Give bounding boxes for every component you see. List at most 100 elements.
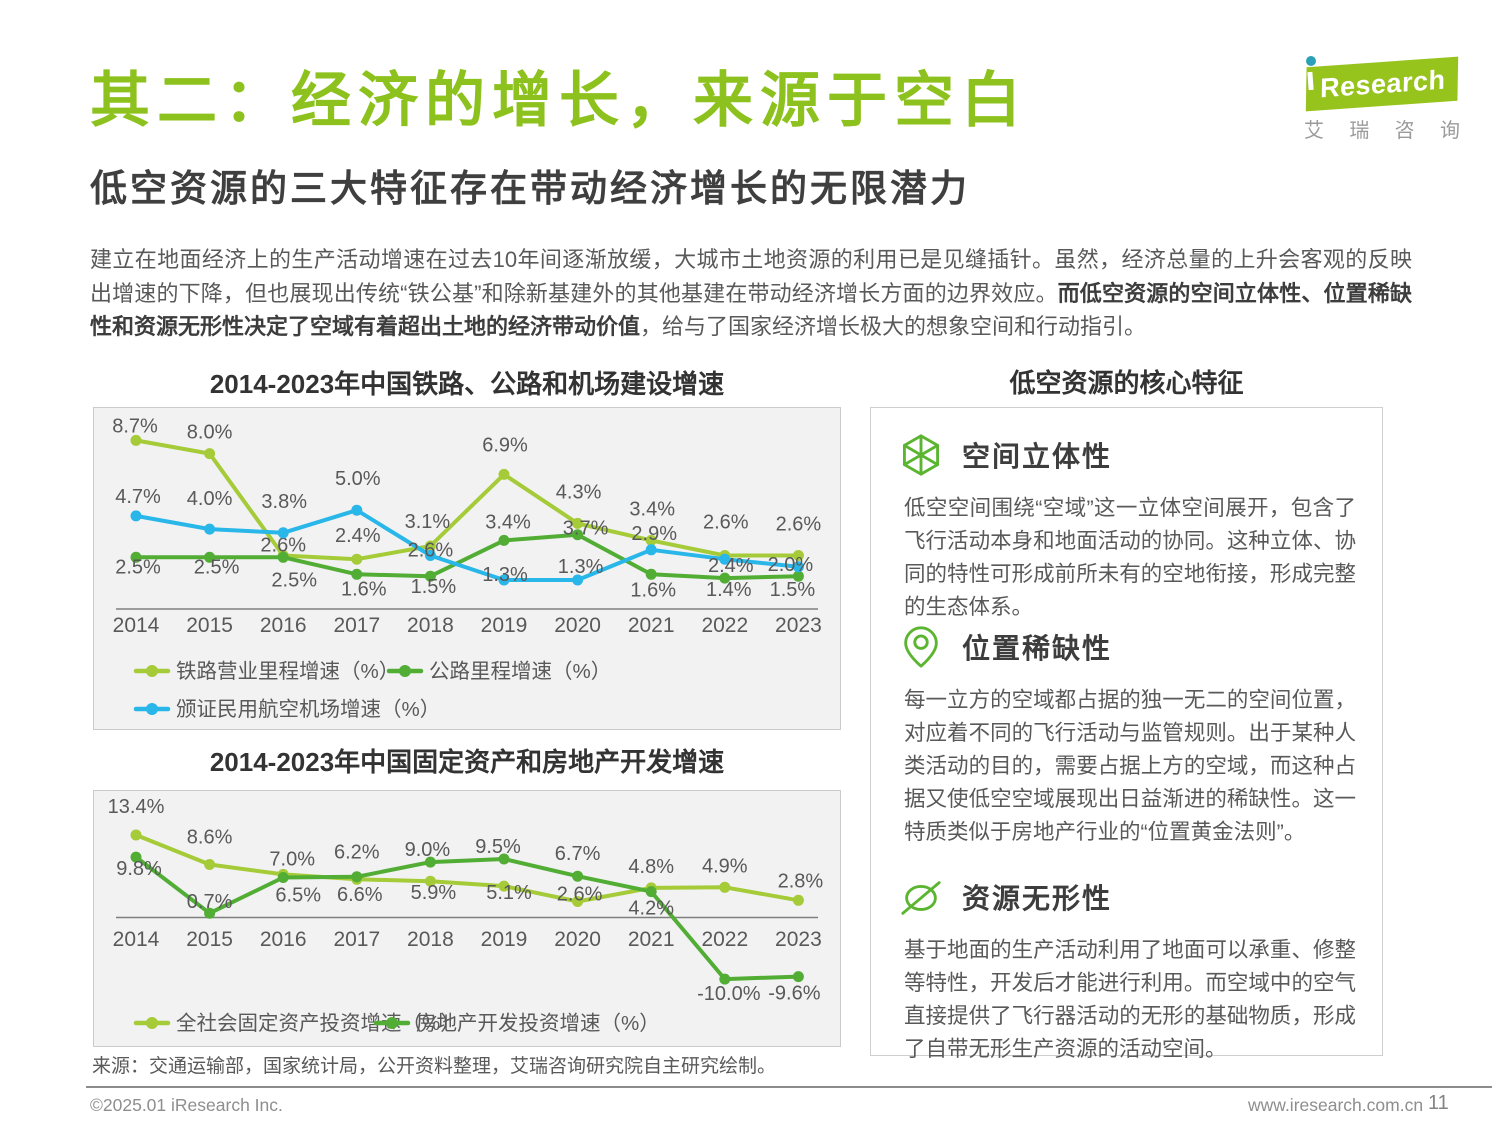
data-point [572, 870, 584, 882]
data-point [204, 448, 216, 460]
data-label: 2.5% [271, 569, 317, 591]
data-point [572, 574, 584, 586]
data-point [130, 434, 142, 446]
data-label: 1.3% [558, 556, 604, 578]
data-point [572, 517, 584, 529]
data-point [277, 872, 289, 883]
data-label: 3.8% [261, 491, 307, 513]
data-label: 4.3% [556, 481, 602, 503]
feature-spatial-header: 空间立体性 [898, 432, 1360, 478]
feature-scarcity-heading: 位置稀缺性 [962, 633, 1113, 664]
data-point [277, 527, 289, 539]
data-label: 2.5% [115, 556, 161, 578]
legend-marker-dot [146, 665, 158, 677]
feature-spatial-body: 低空空间围绕“空域”这一立体空间展开，包含了飞行活动本身和地面活动的协同。这种立… [904, 496, 1356, 619]
data-label: 2.6% [408, 540, 454, 562]
data-point [792, 550, 804, 561]
data-label: 1.6% [630, 579, 676, 601]
invisible-icon [901, 881, 941, 915]
source-note: 来源：交通运输部，国家统计局，公开资料整理，艾瑞咨询研究院自主研究绘制。 [92, 1056, 777, 1077]
legend-label: 铁路营业里程增速（%） [176, 660, 399, 683]
x-tick-label: 2020 [554, 928, 601, 951]
data-label: 4.7% [115, 486, 161, 508]
x-tick-label: 2017 [333, 928, 380, 951]
data-point [130, 851, 142, 863]
data-label: 1.3% [482, 564, 528, 586]
data-label: -10.0% [697, 983, 761, 1005]
data-point [498, 574, 510, 586]
footer-website: www.iresearch.com.cn [1248, 1095, 1424, 1115]
legend-label: 房地产开发投资增速（%） [416, 1012, 660, 1035]
x-tick-label: 2019 [481, 928, 528, 951]
logo-banner: Research [1305, 56, 1459, 112]
data-label: 4.9% [702, 855, 748, 877]
data-label: 8.0% [187, 422, 233, 444]
data-point [645, 544, 657, 556]
series-line [134, 833, 801, 904]
data-label: 7.0% [269, 848, 315, 870]
data-point [351, 504, 363, 516]
data-point [424, 550, 436, 561]
logo-cn-char: 询 [1439, 120, 1460, 142]
feature-intangible-body: 基于地面的生产活动利用了地面可以承重、修整等特性，开发后才能进行利用。而空域中的… [904, 938, 1356, 1061]
data-label: 6.2% [334, 841, 380, 863]
data-label: 4.0% [187, 488, 233, 510]
data-point [130, 829, 142, 841]
data-point [645, 886, 657, 898]
chart1-panel: 2014 2015 2016 2017 2018 2019 2020 2021 2022 2023… [93, 407, 841, 730]
feature-spatial: 空间立体性 低空空间围绕“空域”这一立体空间展开，包含了飞行活动本身和地面活动的… [898, 432, 1360, 624]
x-tick-label: 2018 [407, 614, 454, 637]
logo-cn-char: 艾 [1304, 120, 1324, 142]
data-point [572, 896, 584, 907]
legend-marker-dot [146, 1017, 158, 1029]
data-point [351, 553, 363, 565]
data-label: 1.5% [770, 579, 816, 601]
data-point [204, 551, 216, 563]
data-label: 2.6% [703, 512, 749, 534]
x-tick-label: 2016 [260, 928, 307, 951]
x-tick-label: 2021 [628, 928, 675, 951]
feature-scarcity: 位置稀缺性 每一立方的空域都占据的独一无二的空间位置，对应着不同的飞行活动与监管… [898, 624, 1360, 849]
x-tick-label: 2020 [554, 614, 601, 637]
x-tick-label: 2023 [775, 928, 822, 951]
chart2-title: 2014-2023年中国固定资产和房地产开发增速 [209, 747, 725, 777]
data-label: 2.9% [631, 523, 677, 545]
data-label: 6.5% [275, 885, 321, 907]
data-label: 6.7% [555, 843, 601, 865]
data-label: 5.1% [486, 882, 532, 904]
data-label: 2.4% [335, 525, 381, 547]
legend-marker-dot [399, 665, 411, 677]
series-line [134, 438, 801, 562]
logo-i-dot [1306, 56, 1316, 66]
data-point [792, 570, 804, 582]
data-point [498, 853, 510, 865]
data-label: 1.6% [341, 578, 387, 600]
data-label: 8.7% [112, 415, 158, 437]
data-label: 3.1% [405, 511, 451, 533]
legend-label: 公路里程增速（%） [429, 660, 611, 683]
data-point [424, 856, 436, 868]
x-tick-label: 2017 [333, 614, 380, 637]
series-line [134, 532, 801, 581]
data-label: 3.4% [629, 498, 675, 520]
data-point [792, 971, 804, 983]
chart2-panel: 2014 2015 2016 2017 2018 2019 2020 2021 2022 2023… [93, 790, 841, 1047]
x-tick-label: 2023 [775, 614, 822, 637]
logo-cn-char: 瑞 [1349, 120, 1370, 142]
data-point [424, 875, 436, 887]
x-tick-label: 2018 [407, 928, 454, 951]
data-label: 2.8% [778, 870, 824, 892]
iresearch-logo: Research 艾 瑞 咨 询 [1296, 48, 1472, 142]
intro-segment: 建立在地面经济上的生产活动增速在过去10年间逐渐放缓，大城市土地资源的利用已是见… [90, 247, 1412, 306]
x-tick-label: 2019 [481, 614, 528, 637]
feature-intangible: 资源无形性 基于地面的生产活动利用了地面可以承重、修整等特性，开发后才能进行利用… [898, 874, 1360, 1066]
data-point [424, 540, 436, 552]
data-label: 3.4% [485, 511, 531, 533]
data-point [792, 561, 804, 573]
footer-divider [86, 1086, 1492, 1088]
footer-page-number: 11 [1428, 1092, 1449, 1114]
logo-brand-text: Research [1319, 64, 1446, 103]
feature-scarcity-header: 位置稀缺性 [898, 624, 1360, 670]
data-label: 2.5% [194, 556, 240, 578]
